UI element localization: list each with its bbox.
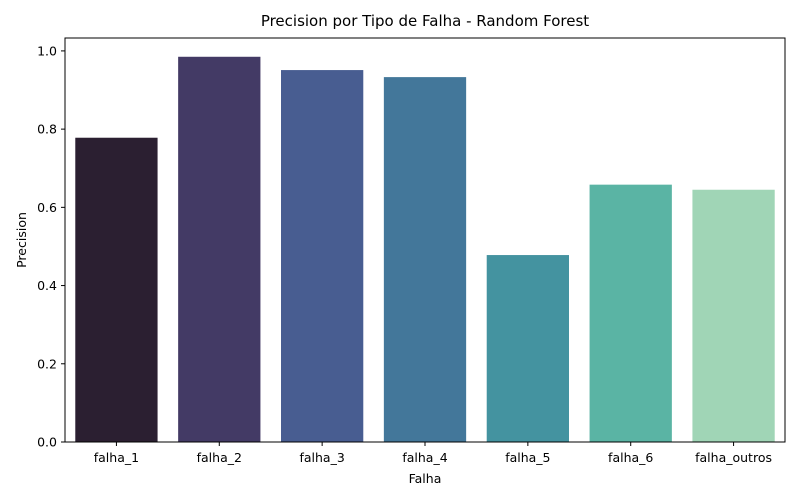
- bars-group: [75, 56, 775, 443]
- y-axis-ticks: 0.0 0.2 0.4 0.6 0.8 1.0: [37, 43, 65, 450]
- y-tick-label: 0.6: [37, 200, 57, 215]
- x-tick-label: falha_outros: [695, 450, 772, 465]
- plot-frame: [64, 37, 786, 443]
- bar-falha-3: [281, 70, 364, 442]
- bar-falha-outros: [692, 189, 775, 442]
- y-tick-label: 0.2: [37, 356, 57, 371]
- y-tick-label: 0.4: [37, 278, 57, 293]
- y-axis-label: Precision: [14, 212, 29, 268]
- x-tick-label: falha_3: [299, 450, 344, 465]
- y-tick-label: 0.0: [37, 435, 57, 450]
- bar-falha-5: [486, 255, 569, 442]
- y-tick-label: 0.8: [37, 122, 57, 137]
- bar-falha-1: [75, 137, 158, 442]
- x-tick-label: falha_6: [608, 450, 653, 465]
- x-tick-label: falha_2: [197, 450, 242, 465]
- x-tick-label: falha_1: [94, 450, 139, 465]
- chart-title: Precision por Tipo de Falha - Random For…: [261, 12, 589, 30]
- bar-falha-4: [383, 77, 467, 443]
- y-tick-label: 1.0: [37, 43, 57, 58]
- bar-falha-6: [589, 184, 672, 442]
- x-tick-label: falha_4: [402, 450, 447, 465]
- bar-falha-2: [178, 56, 261, 442]
- x-axis-label: Falha: [409, 471, 442, 486]
- x-axis-ticks: falha_1 falha_2 falha_3 falha_4 falha_5 falha…: [94, 442, 772, 465]
- x-tick-label: falha_5: [505, 450, 550, 465]
